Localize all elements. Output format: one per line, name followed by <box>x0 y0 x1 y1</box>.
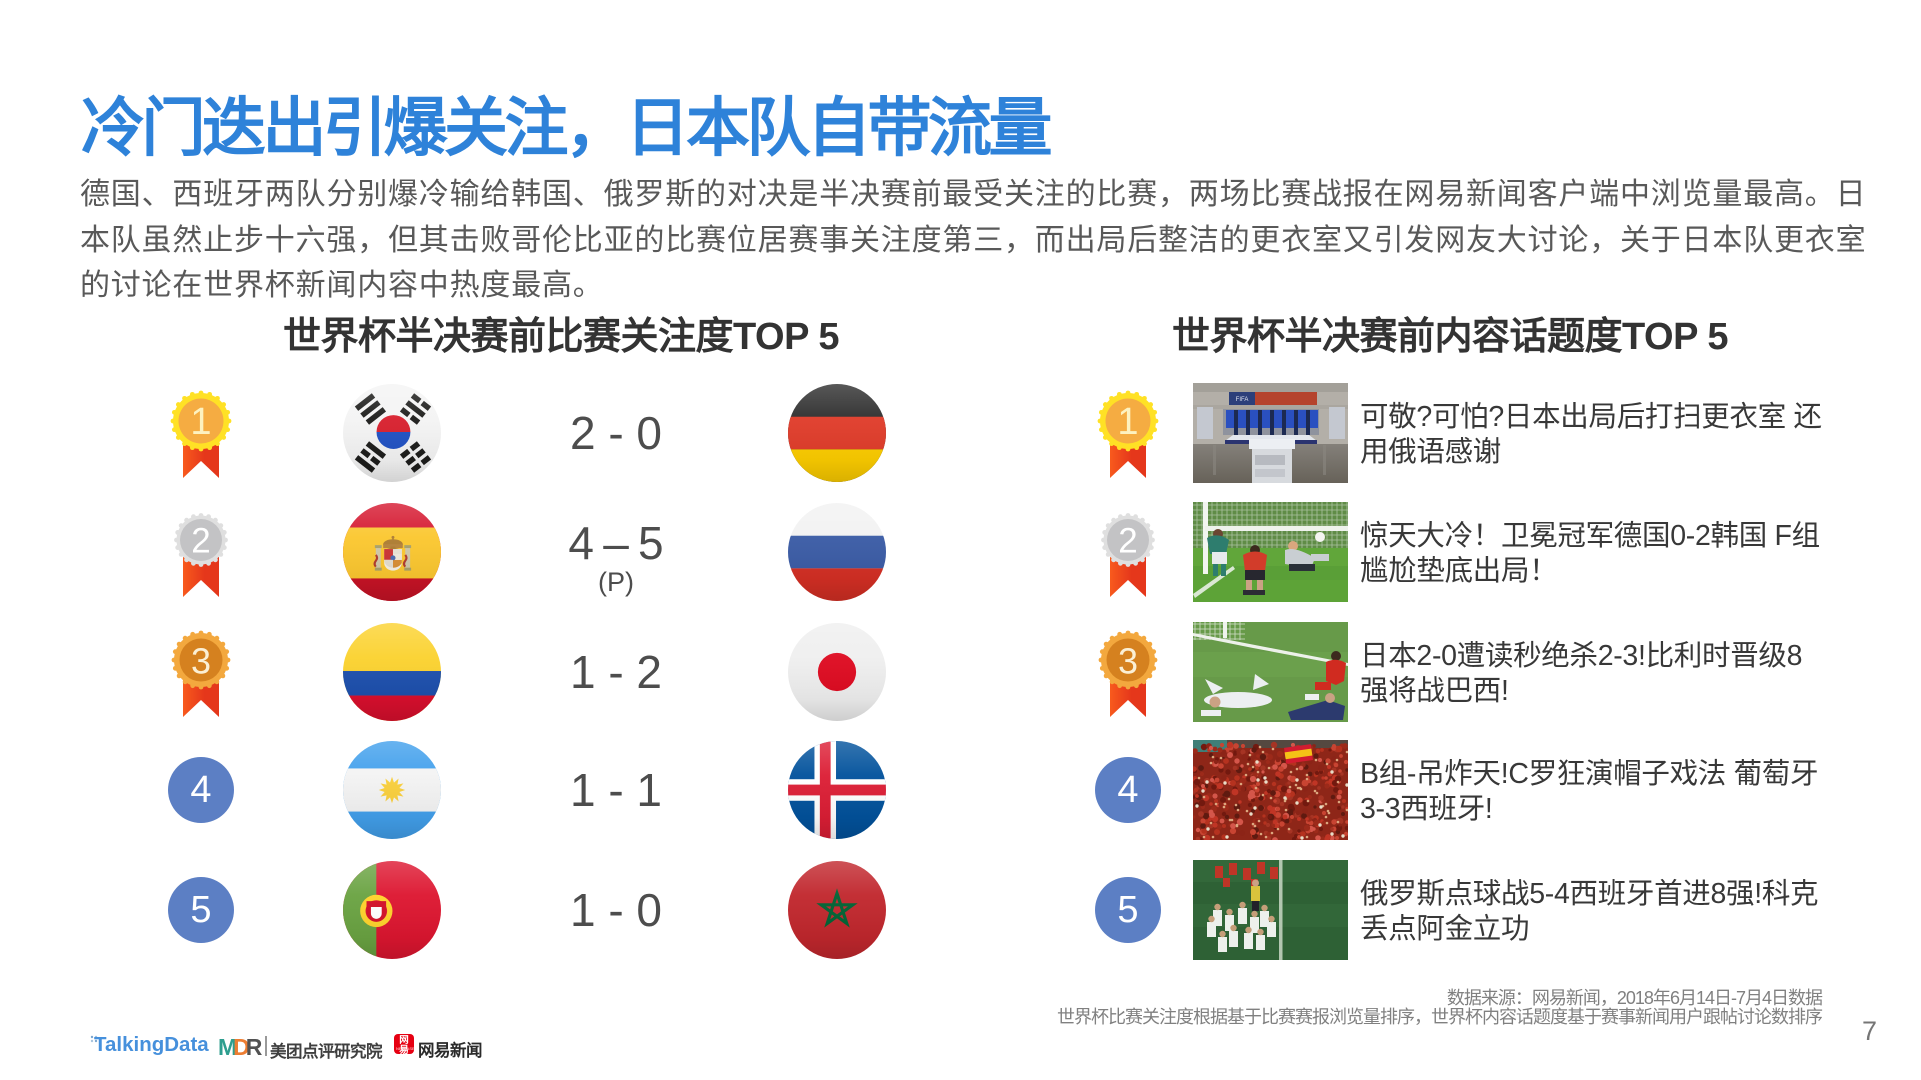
svg-text:2: 2 <box>1118 522 1137 561</box>
svg-text:1: 1 <box>190 401 211 443</box>
svg-text:3: 3 <box>1118 641 1138 682</box>
svg-text:2: 2 <box>191 522 210 561</box>
svg-text:FIFA: FIFA <box>1236 397 1249 403</box>
svg-text:3: 3 <box>191 641 211 682</box>
svg-text:1: 1 <box>1117 401 1138 443</box>
